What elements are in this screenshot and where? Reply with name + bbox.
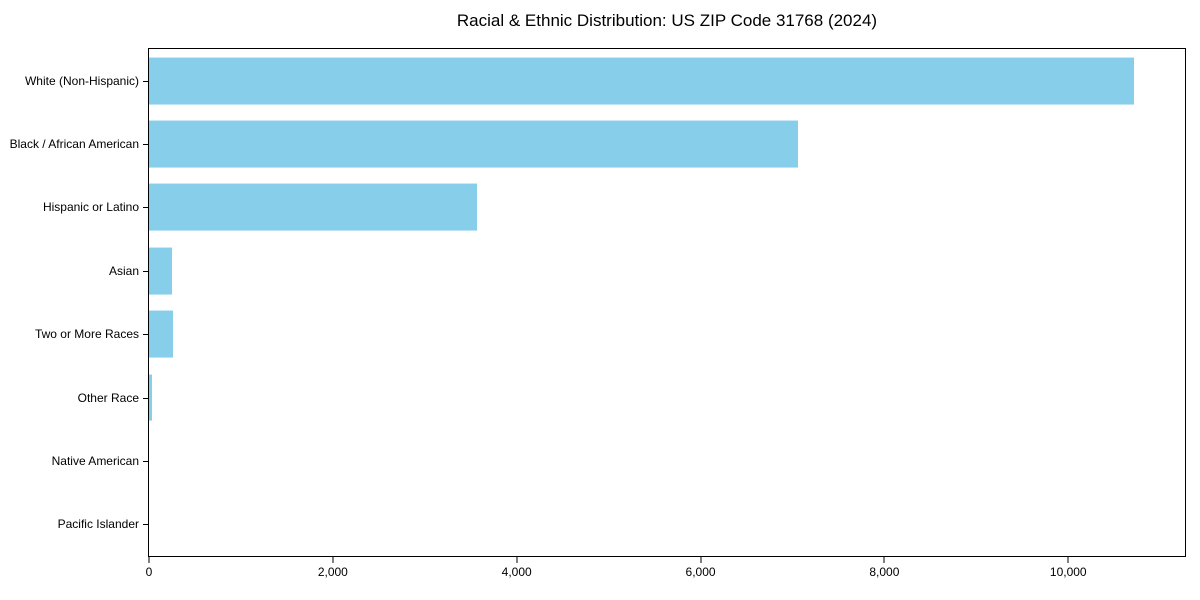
x-axis-tick-label: 0 (145, 565, 153, 579)
bar-hispanic-or-latino (149, 183, 478, 231)
x-axis-tick (883, 557, 885, 563)
x-axis-tick-label: 2,000 (317, 565, 348, 579)
bar-two-or-more-races (149, 310, 174, 358)
chart-row: Two or More Races (35, 303, 1185, 366)
y-axis-label: Black / African American (9, 137, 139, 152)
x-axis-tick-label: 8,000 (869, 565, 900, 579)
y-axis-label: Pacific Islander (57, 517, 139, 532)
chart-row: Native American (52, 429, 1185, 492)
y-axis-tick (143, 397, 148, 399)
x-axis-tick-label: 10,000 (1049, 565, 1087, 579)
bar-black-african-american (149, 120, 798, 168)
plot-area: White (Non-Hispanic) Black / African Amer… (10, 48, 1186, 579)
bar-other-race (149, 374, 152, 422)
chart-row: White (Non-Hispanic) (25, 49, 1185, 112)
y-axis-tick (143, 207, 148, 209)
x-axis-tick-label: 6,000 (685, 565, 716, 579)
y-axis-label: Two or More Races (34, 327, 139, 342)
bar-rows-container: White (Non-Hispanic) Black / African Amer… (10, 49, 1185, 556)
y-axis-label: Asian (108, 263, 139, 278)
y-axis-tick (143, 144, 148, 146)
x-axis-tick (700, 557, 702, 563)
y-axis-label: Hispanic or Latino (42, 200, 139, 215)
chart-row: Pacific Islander (58, 493, 1185, 556)
x-axis-tick (516, 557, 518, 563)
x-axis-tick (332, 557, 334, 563)
chart-row: Black / African American (10, 112, 1185, 175)
chart-row: Asian (109, 239, 1185, 302)
chart-title: Racial & Ethnic Distribution: US ZIP Cod… (456, 11, 878, 30)
bar-asian (149, 247, 173, 295)
y-axis-label: Other Race (77, 390, 139, 405)
y-axis-tick (143, 460, 148, 462)
y-axis-tick (143, 80, 148, 82)
y-axis-label: White (Non-Hispanic) (24, 73, 139, 88)
y-axis-label: Native American (51, 453, 139, 468)
y-axis-tick (143, 334, 148, 336)
x-axis-tick-label: 4,000 (501, 565, 532, 579)
chart-row: Hispanic or Latino (43, 176, 1185, 239)
bar-white-non-hispanic (149, 57, 1135, 105)
chart-row: Other Race (78, 366, 1185, 429)
y-axis-tick (143, 524, 148, 526)
x-axis-tick (148, 557, 150, 563)
x-axis-tick (1067, 557, 1069, 563)
y-axis-tick (143, 270, 148, 272)
